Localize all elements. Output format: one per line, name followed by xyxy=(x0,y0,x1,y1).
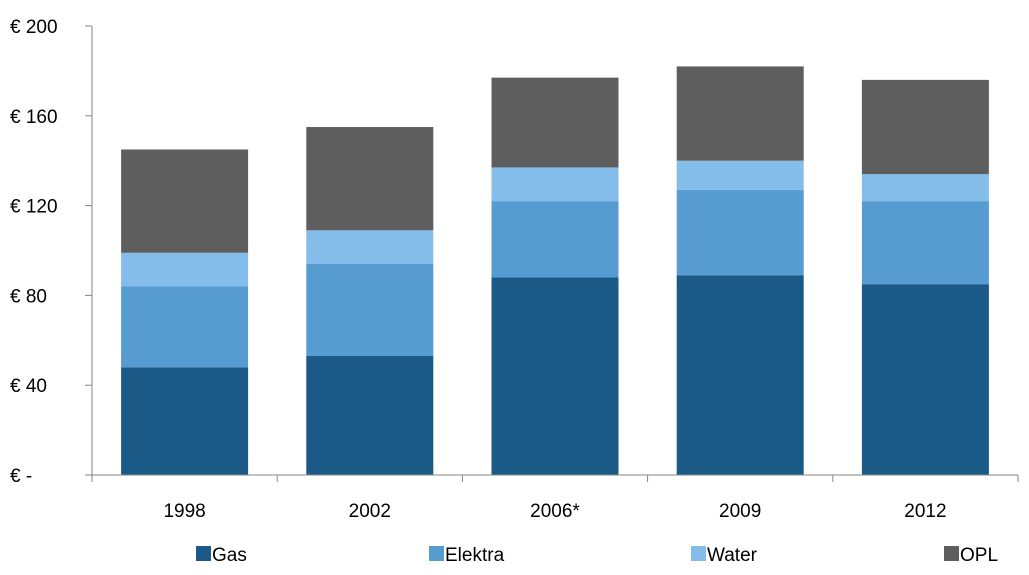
legend: Gas Elektra Water OPL xyxy=(196,545,998,566)
bar-water-2002 xyxy=(306,230,434,264)
legend-swatch-gas xyxy=(196,546,211,561)
bar-water-1998 xyxy=(121,252,249,287)
legend-label-opl: OPL xyxy=(960,545,998,566)
x-tick-label: 2002 xyxy=(349,501,391,522)
bar-gas-2002 xyxy=(306,356,434,475)
bars xyxy=(121,66,989,475)
legend-label-water: Water xyxy=(707,545,758,566)
y-tick-label: € 120 xyxy=(10,197,58,218)
legend-swatch-elektra xyxy=(429,546,444,561)
legend-swatch-water xyxy=(691,546,706,561)
x-axis-labels: 1998 2002 2006* 2009 2012 xyxy=(163,501,946,522)
bar-opl-2002 xyxy=(306,127,434,231)
bar-elektra-2002 xyxy=(306,263,434,357)
bar-opl-2009 xyxy=(676,66,804,161)
bar-opl-2006 xyxy=(491,77,619,168)
bar-elektra-2009 xyxy=(676,189,804,276)
legend-label-gas: Gas xyxy=(212,545,247,566)
bar-gas-2006 xyxy=(491,277,619,475)
bar-gas-2009 xyxy=(676,275,804,475)
x-tick-label: 1998 xyxy=(163,501,205,522)
bar-opl-1998 xyxy=(121,149,249,253)
y-axis-ticks xyxy=(85,25,92,476)
bar-gas-2012 xyxy=(861,284,989,475)
bar-gas-1998 xyxy=(121,367,249,475)
y-tick-label: € 200 xyxy=(10,17,58,38)
x-axis-ticks xyxy=(91,475,1019,482)
bar-elektra-2012 xyxy=(861,201,989,285)
bar-water-2006 xyxy=(491,167,619,202)
bar-elektra-1998 xyxy=(121,286,249,368)
y-tick-label: € 80 xyxy=(10,286,47,307)
y-tick-label: € 160 xyxy=(10,107,58,128)
bar-elektra-2006 xyxy=(491,201,619,278)
x-tick-label: 2012 xyxy=(904,501,946,522)
y-tick-label: € 40 xyxy=(10,376,47,397)
y-axis-labels: € - € 40 € 80 € 120 € 160 € 200 xyxy=(10,17,58,487)
y-tick-label: € - xyxy=(10,466,32,487)
bar-water-2009 xyxy=(676,160,804,190)
x-tick-label: 2006* xyxy=(530,501,580,522)
bar-opl-2012 xyxy=(861,79,989,175)
x-tick-label: 2009 xyxy=(719,501,761,522)
legend-label-elektra: Elektra xyxy=(445,545,505,566)
bar-water-2012 xyxy=(861,174,989,202)
legend-swatch-opl xyxy=(944,546,959,561)
